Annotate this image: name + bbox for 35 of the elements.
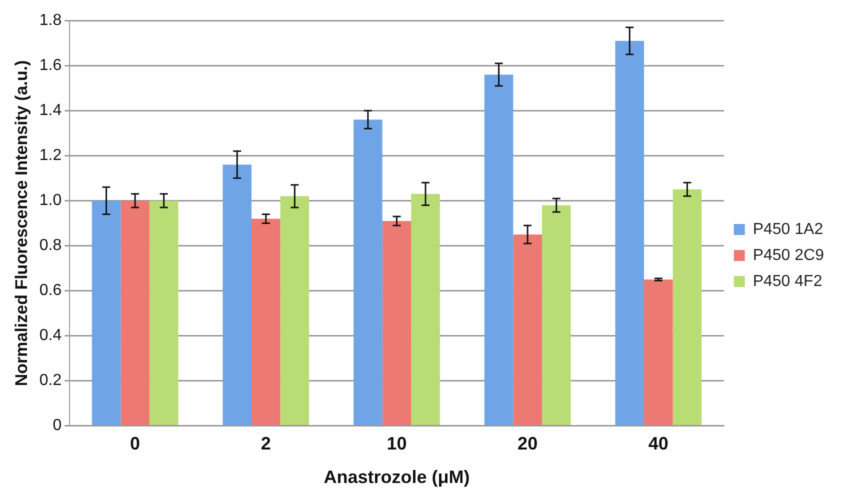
y-tick-label: 1.4 (39, 102, 62, 120)
y-axis-title: Normalized Fluorescence Intensity (a.u.) (12, 60, 31, 386)
text: 0 (52, 417, 62, 434)
bar (615, 40, 644, 426)
bar (222, 164, 252, 426)
y-tick-label: 0.6 (39, 282, 62, 300)
y-tick-label: 1.2 (39, 147, 62, 164)
bar (280, 196, 310, 426)
y-tick-label: 0.8 (39, 237, 62, 254)
x-tick-label: 40 (648, 434, 668, 454)
bar (382, 220, 412, 426)
bar (542, 205, 571, 426)
legend-label: P450 2C9 (752, 246, 824, 264)
bar (484, 74, 514, 426)
y-tick-label: 1.6 (39, 57, 62, 74)
bar (120, 200, 150, 426)
y-tick-label: 0.2 (39, 372, 62, 390)
legend-label: P450 1A2 (752, 220, 824, 238)
y-tick-label: 1.8 (39, 12, 62, 30)
bar (354, 120, 382, 426)
bar (149, 200, 178, 426)
x-tick-label: 2 (260, 434, 271, 454)
y-tick-label: 1.0 (39, 192, 62, 210)
x-tick-label: 20 (518, 434, 538, 454)
y-tick-label: 0.4 (39, 327, 62, 344)
bar (411, 194, 440, 426)
bar (672, 189, 702, 426)
x-axis-title: Anastrozole (μM) (324, 467, 470, 488)
x-tick-label: 10 (386, 434, 407, 454)
bar (644, 279, 673, 426)
bar (92, 200, 121, 426)
bar (252, 218, 280, 426)
x-tick-label: 0 (130, 434, 140, 454)
bar (513, 234, 542, 426)
legend-label: P450 4F2 (752, 272, 822, 290)
